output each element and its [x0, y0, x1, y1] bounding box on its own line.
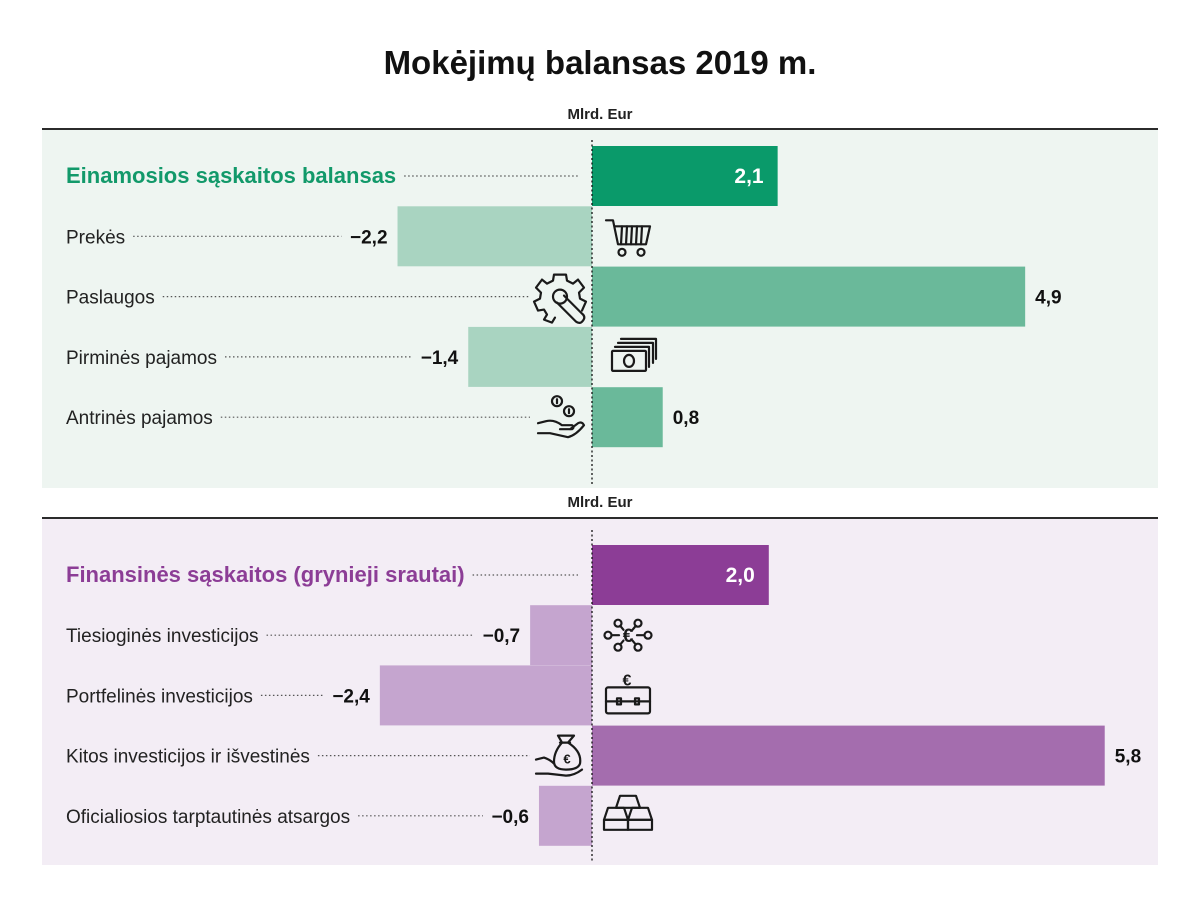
unit-label-current-account: Mlrd. Eur — [567, 106, 633, 123]
bar-0-2 — [592, 266, 1026, 327]
svg-text:€: € — [623, 626, 634, 647]
total-label-1: Finansinės sąskaitos (grynieji srautai) — [66, 562, 465, 587]
bar-0-1 — [397, 206, 592, 267]
gold-bars-icon — [602, 794, 654, 831]
value-label-0-4: 0,8 — [673, 408, 699, 429]
money-bag-hand-icon: € — [534, 734, 584, 777]
chart-title: Mokėjimų balansas 2019 m. — [383, 44, 817, 81]
svg-text:€: € — [623, 672, 632, 689]
bar-1-4 — [538, 785, 592, 846]
unit-label-financial-account: Mlrd. Eur — [567, 494, 633, 511]
total-label-0: Einamosios sąskaitos balansas — [66, 163, 396, 188]
gear-wrench-icon — [532, 273, 588, 324]
category-label-0-4: Antrinės pajamos — [66, 408, 213, 429]
bar-0-3 — [468, 326, 592, 387]
value-label-1-2: −2,4 — [332, 686, 370, 707]
value-label-1-4: −0,6 — [491, 807, 529, 828]
category-label-0-1: Prekės — [66, 227, 125, 248]
value-label-0-1: −2,2 — [350, 227, 388, 248]
value-label-0-2: 4,9 — [1035, 288, 1061, 309]
total-bar-1-0 — [592, 545, 769, 605]
bar-1-2 — [379, 665, 592, 726]
total-bar-0-0 — [592, 146, 778, 206]
bar-1-1 — [530, 605, 592, 666]
category-label-1-3: Kitos investicijos ir išvestinės — [66, 747, 310, 768]
total-value-1: 2,0 — [726, 564, 755, 587]
hand-coins-icon — [536, 395, 586, 439]
category-label-0-3: Pirminės pajamos — [66, 348, 217, 369]
svg-text:€: € — [563, 752, 570, 767]
bar-0-4 — [592, 387, 663, 448]
value-label-1-1: −0,7 — [483, 626, 521, 647]
category-label-1-2: Portfelinės investicijos — [66, 686, 253, 707]
euro-briefcase-icon: € — [604, 672, 652, 715]
euro-network-icon: € — [603, 618, 653, 652]
total-value-0: 2,1 — [734, 165, 764, 188]
value-label-1-3: 5,8 — [1115, 747, 1141, 768]
banknotes-icon — [610, 337, 658, 372]
category-label-0-2: Paslaugos — [66, 288, 155, 309]
shopping-cart-icon — [604, 219, 652, 257]
value-label-0-3: −1,4 — [421, 348, 459, 369]
category-label-1-4: Oficialiosios tarptautinės atsargos — [66, 807, 350, 828]
bar-1-3 — [592, 725, 1105, 786]
category-label-1-1: Tiesioginės investicijos — [66, 626, 259, 647]
